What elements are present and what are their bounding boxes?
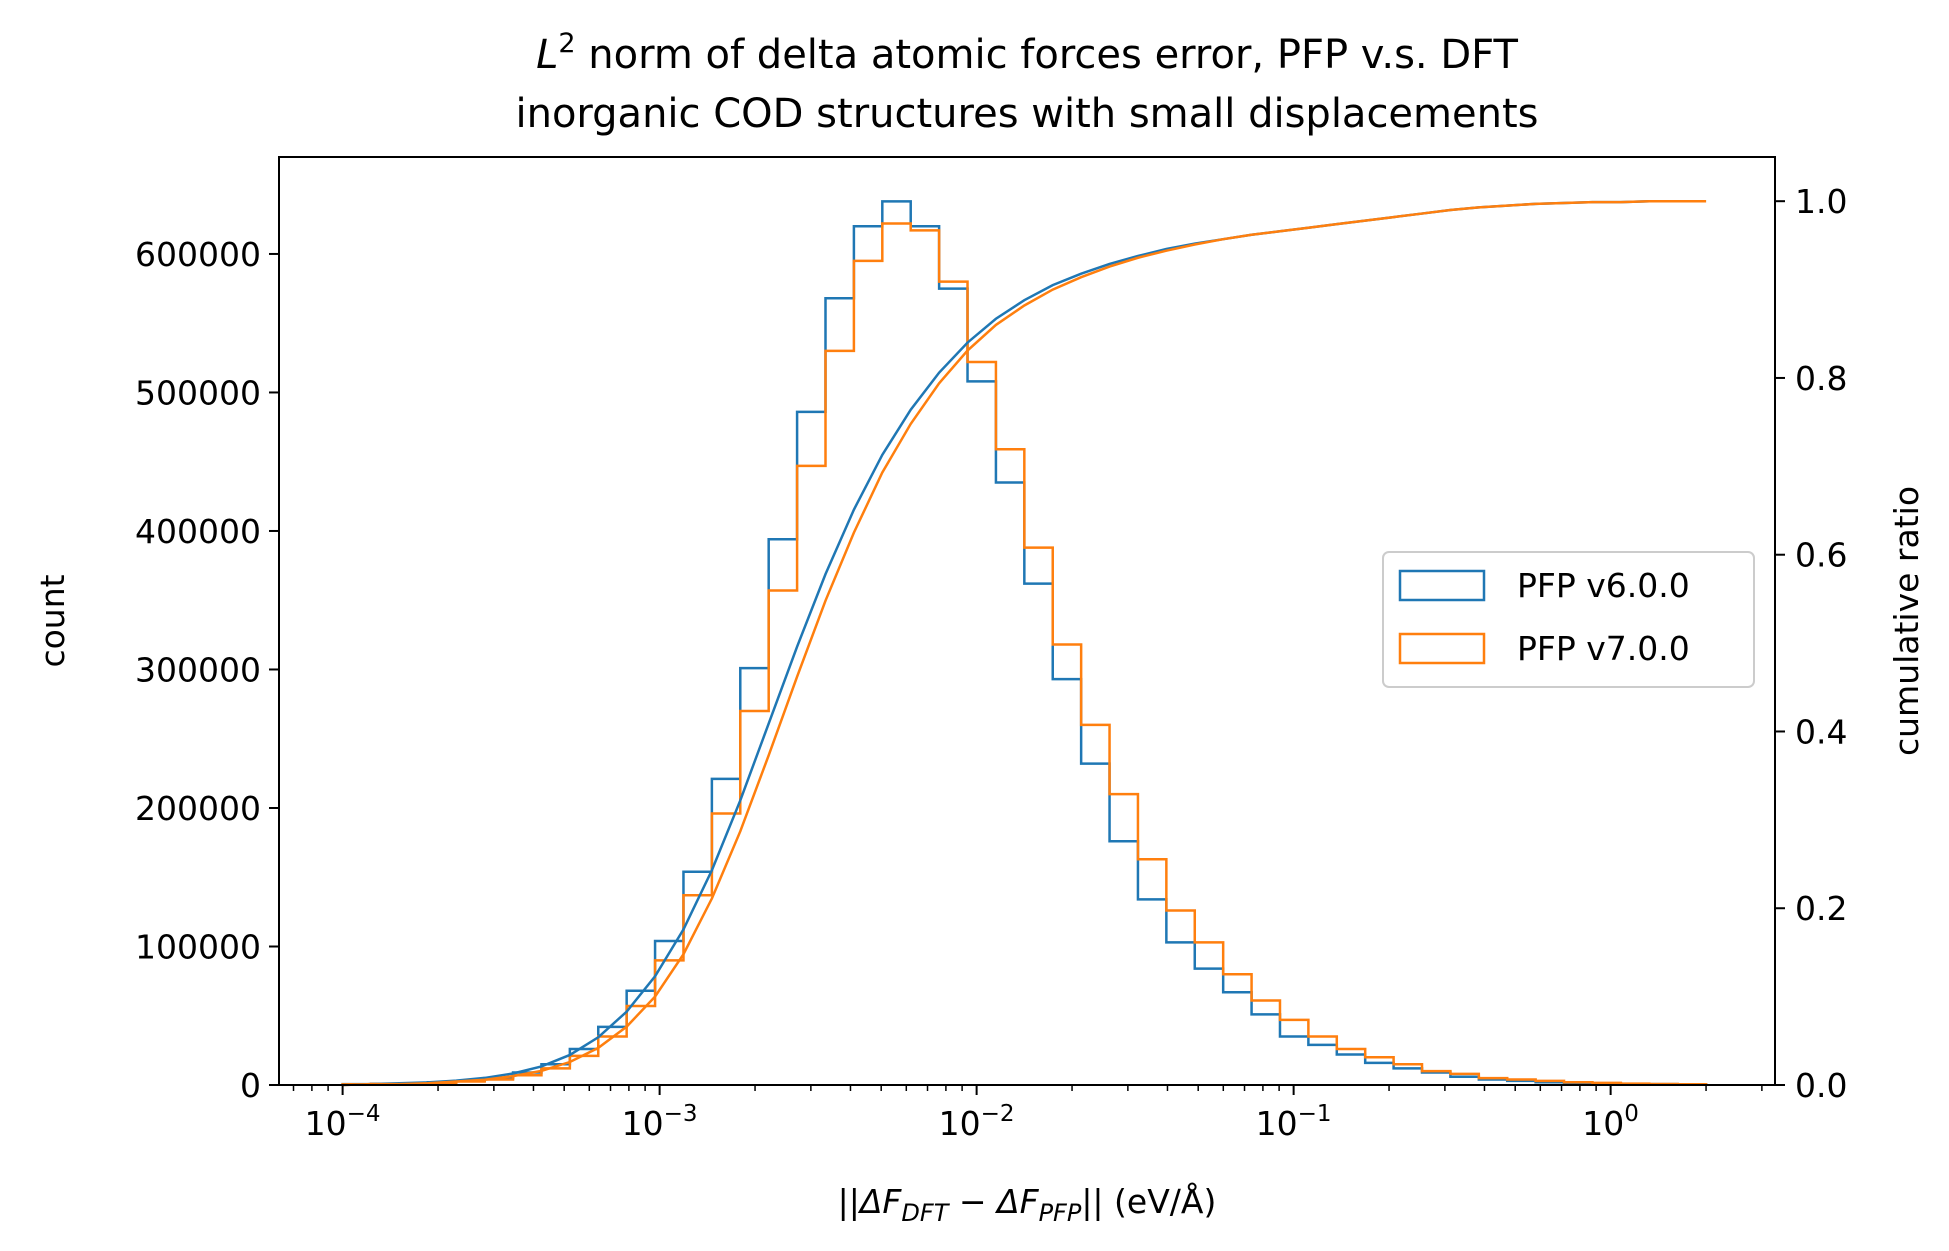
x-tick-label: 10−2 <box>939 1101 1015 1143</box>
x-tick-label: 100 <box>1582 1101 1639 1143</box>
y-tick-label: 0 <box>240 1066 261 1105</box>
legend-box <box>1382 551 1755 688</box>
histogram-v7 <box>341 222 1708 1086</box>
y-tick-label: 300000 <box>135 650 261 689</box>
legend-swatch-v6 <box>1398 569 1486 602</box>
y2-axis-label: cumulative ratio <box>1887 486 1926 756</box>
ticks-layer: 10−4 10−3 10−2 10−1 100 0 100000 200000 300000 40… <box>135 182 1847 1143</box>
cumulative-line-v7 <box>342 199 1707 1087</box>
xlabel-close: || (eV/Å) <box>1081 1181 1216 1221</box>
x-tick-label: 10−3 <box>622 1101 698 1143</box>
legend: PFP v6.0.0 PFP v7.0.0 <box>1382 551 1755 688</box>
y2-tick-label: 0.0 <box>1795 1066 1847 1105</box>
y2-tick-label: 0.4 <box>1795 712 1847 751</box>
x-axis-label: ||ΔFDFT − ΔFPFP|| (eV/Å) <box>838 1181 1217 1227</box>
plot-frame <box>278 156 1776 1086</box>
xlabel-mid: − ΔF <box>948 1182 1039 1221</box>
title-rest: norm of delta atomic forces error, PFP v… <box>576 32 1519 78</box>
y-tick-label: 600000 <box>135 235 261 274</box>
y-tick-label: 400000 <box>135 512 261 551</box>
legend-label-v6: PFP v6.0.0 <box>1517 566 1690 605</box>
title-superscript: 2 <box>558 28 575 59</box>
chart-title-line1: L2 norm of delta atomic forces error, PF… <box>536 28 1518 78</box>
y2-tick-label: 1.0 <box>1795 182 1847 221</box>
y-tick-label: 500000 <box>135 373 261 412</box>
x-tick-label: 10−4 <box>305 1101 381 1143</box>
xlabel-open: ||ΔF <box>838 1182 903 1221</box>
xlabel-sub1: DFT <box>901 1199 950 1227</box>
data-layer <box>341 199 1708 1087</box>
y2-tick-label: 0.2 <box>1795 889 1847 928</box>
y-tick-label: 100000 <box>135 927 261 966</box>
y-tick-label: 200000 <box>135 789 261 828</box>
chart-title-line2: inorganic COD structures with small disp… <box>515 91 1538 137</box>
title-l-symbol: L <box>536 32 558 78</box>
xlabel-sub2: PFP <box>1039 1199 1082 1227</box>
legend-label-v7: PFP v7.0.0 <box>1517 629 1690 668</box>
y2-tick-label: 0.8 <box>1795 359 1847 398</box>
legend-swatch-v7 <box>1398 632 1486 665</box>
y2-tick-label: 0.6 <box>1795 536 1847 575</box>
y-axis-label: count <box>33 574 72 667</box>
x-tick-label: 10−1 <box>1256 1101 1332 1143</box>
